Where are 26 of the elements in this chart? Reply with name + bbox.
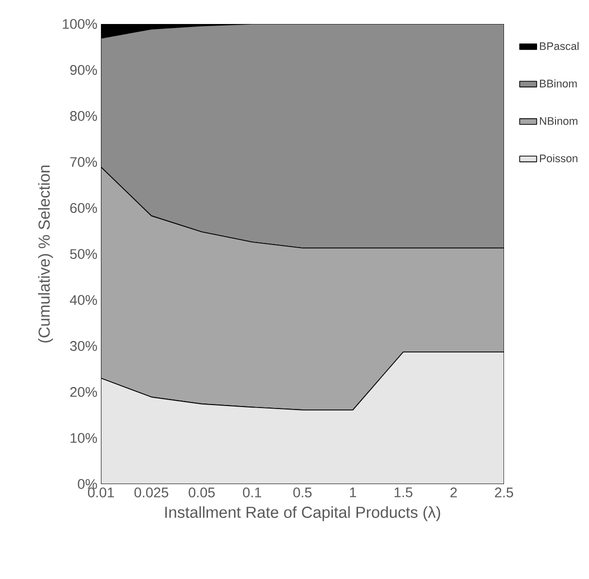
y-tick-label: 20% bbox=[70, 387, 97, 397]
y-tick-label: 0% bbox=[78, 479, 97, 489]
x-tick-label: 0.1 bbox=[242, 488, 262, 498]
x-tick-label: 2.5 bbox=[495, 488, 514, 498]
legend-label: BPascal bbox=[540, 42, 579, 50]
x-tick-label: 1 bbox=[350, 488, 356, 498]
y-axis-title: (Cumulative) % Selection bbox=[38, 166, 53, 342]
x-axis-title: Installment Rate of Capital Products (λ) bbox=[165, 506, 440, 522]
x-tick-label: 0.025 bbox=[134, 488, 168, 498]
x-tick-label: 0.5 bbox=[293, 488, 312, 498]
legend-label: Poisson bbox=[540, 154, 578, 162]
legend-label: BBinom bbox=[540, 79, 577, 88]
y-tick-label: 60% bbox=[70, 203, 97, 213]
y-tick-label: 90% bbox=[70, 65, 97, 75]
x-tick-label: 0.01 bbox=[88, 488, 114, 498]
x-tick-label: 0.05 bbox=[188, 488, 215, 498]
y-tick-label: 30% bbox=[70, 341, 97, 351]
y-tick-label: 80% bbox=[70, 111, 97, 121]
y-tick-label: 70% bbox=[70, 157, 97, 167]
legend-label: NBinom bbox=[540, 116, 578, 125]
y-tick-label: 100% bbox=[62, 19, 97, 29]
y-tick-label: 10% bbox=[70, 433, 97, 443]
y-tick-label: 50% bbox=[70, 249, 97, 259]
y-tick-label: 40% bbox=[70, 295, 97, 305]
x-tick-label: 1.5 bbox=[394, 488, 412, 498]
x-tick-label: 2 bbox=[450, 488, 457, 498]
